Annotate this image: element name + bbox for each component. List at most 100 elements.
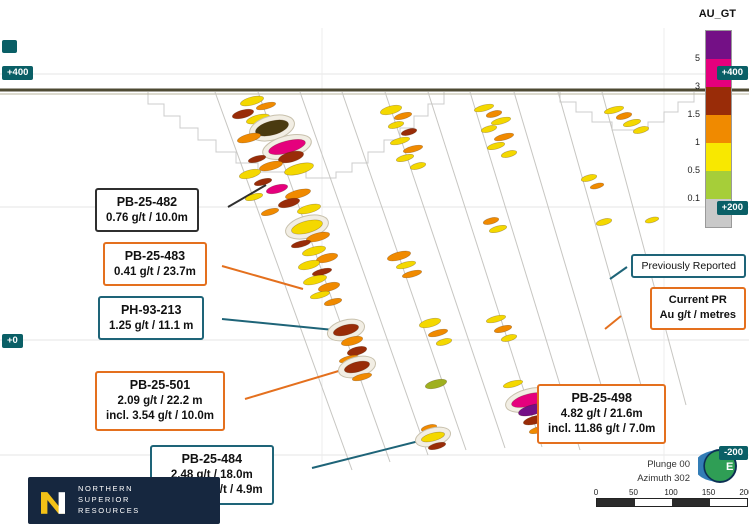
scale-segment (672, 499, 710, 506)
assay-interval (341, 335, 363, 347)
legend-tick-label: 3 (694, 81, 700, 91)
assay-interval (493, 324, 513, 334)
legend-swatch (706, 143, 731, 171)
assay-interval (390, 136, 410, 146)
callout-pb-25-498: PB-25-498 4.82 g/t / 21.6m incl. 11.86 g… (537, 384, 667, 444)
scale-tick-label: 200 (739, 488, 749, 497)
assay-interval (580, 174, 598, 182)
logo-line-3: RESOURCES (78, 505, 140, 515)
assay-interval (346, 346, 368, 356)
legend-tick-label: 0.5 (687, 165, 700, 175)
scale-segment (709, 499, 747, 506)
assay-interval (380, 104, 402, 116)
assay-interval (595, 218, 613, 226)
elevation-badge-left-400: +400 (2, 66, 34, 80)
scale-tick-label: 0 (593, 488, 599, 497)
assay-interval (306, 231, 330, 243)
assay-interval (604, 105, 624, 115)
key-current-pr: Current PR Au g/t / metres (649, 287, 746, 330)
callout-leader (221, 265, 304, 290)
hole-id: PB-25-501 (129, 378, 191, 392)
elevation-badge-right-400: +400 (716, 66, 748, 80)
assay-value: 0.41 g/t / 23.7m (114, 265, 196, 278)
assay-interval (278, 197, 300, 209)
assay-interval (244, 192, 264, 202)
scale-bar-segments (596, 498, 748, 507)
assay-value: 2.09 g/t / 22.2 m (117, 394, 203, 407)
scale-tick-label: 150 (701, 488, 716, 497)
assay-interval (402, 269, 422, 279)
assay-interval (435, 338, 453, 346)
assay-interval (500, 334, 518, 342)
assay-interval (387, 121, 405, 129)
callout-leader (604, 315, 622, 330)
callout-leader (609, 266, 628, 280)
assay-interval (425, 378, 447, 390)
assay-interval (256, 101, 276, 111)
legend-tick-label: 0.1 (687, 193, 700, 203)
assay-value: 1.25 g/t / 11.1 m (109, 319, 194, 332)
drill-trace (427, 91, 543, 448)
legend-title: AU_GT (698, 8, 736, 20)
assay-interval (395, 153, 415, 163)
topography-outline (147, 92, 445, 179)
legend-color-bar (705, 30, 732, 228)
assay-interval (491, 116, 511, 126)
assay-interval (428, 328, 448, 338)
assay-interval (352, 372, 372, 382)
hole-id: PH-93-213 (120, 303, 182, 317)
assay-interval (285, 188, 311, 200)
hole-id: PB-25-498 (571, 391, 632, 405)
legend-tick-label: 5 (694, 53, 700, 63)
assay-interval (421, 431, 445, 443)
assay-interval (232, 108, 254, 120)
scale-tick-label: 50 (629, 488, 638, 497)
assay-interval (396, 260, 416, 270)
assay-interval (403, 144, 423, 154)
assay-interval (486, 141, 506, 151)
left-edge-marker (2, 40, 17, 53)
drill-trace (214, 91, 353, 471)
assay-interval (298, 259, 320, 271)
legend-tick-label: 1.5 (687, 109, 700, 119)
assay-value: 4.82 g/t / 21.6m (560, 407, 643, 420)
assay-interval (427, 441, 447, 451)
assay-interval (253, 177, 273, 187)
scale-segment (634, 499, 672, 506)
logo-wordmark: NORTHERN SUPERIOR RESOURCES (78, 484, 140, 517)
assay-interval (482, 217, 500, 225)
assay-interval (500, 150, 518, 158)
assay-interval (318, 281, 340, 293)
key-current-line2: Au g/t / metres (659, 309, 736, 322)
assay-interval (409, 162, 427, 170)
assay-interval (333, 323, 359, 337)
assay-interval (247, 154, 267, 164)
scale-segment (597, 499, 635, 506)
globe-east-label: E (726, 461, 733, 473)
assay-interval (284, 162, 314, 176)
hole-id: PB-25-483 (124, 249, 186, 263)
assay-interval (266, 183, 288, 195)
assay-included: incl. 11.86 g/t / 7.0m (548, 423, 656, 436)
legend-swatch (706, 171, 731, 199)
assay-interval (259, 160, 283, 172)
callout-leader (244, 366, 353, 400)
assay-interval (622, 118, 642, 128)
assay-interval (303, 274, 327, 286)
hole-id: PB-25-484 (181, 452, 243, 466)
callout-leader (221, 318, 345, 332)
assay-interval (387, 250, 411, 262)
callout-pb-25-501: PB-25-501 2.09 g/t / 22.2 m incl. 3.54 g… (95, 371, 226, 431)
assay-interval (486, 314, 506, 324)
assay-interval (474, 103, 494, 113)
elevation-badge-left-0: +0 (2, 334, 23, 348)
assay-interval (393, 111, 413, 121)
assay-interval (278, 150, 304, 164)
topography-outline (559, 92, 695, 131)
key-previously-reported: Previously Reported (631, 254, 746, 278)
drill-trace (557, 91, 653, 425)
assay-interval (291, 239, 311, 249)
assay-interval (488, 224, 508, 234)
assay-included: incl. 3.54 g/t / 10.0m (106, 410, 215, 423)
